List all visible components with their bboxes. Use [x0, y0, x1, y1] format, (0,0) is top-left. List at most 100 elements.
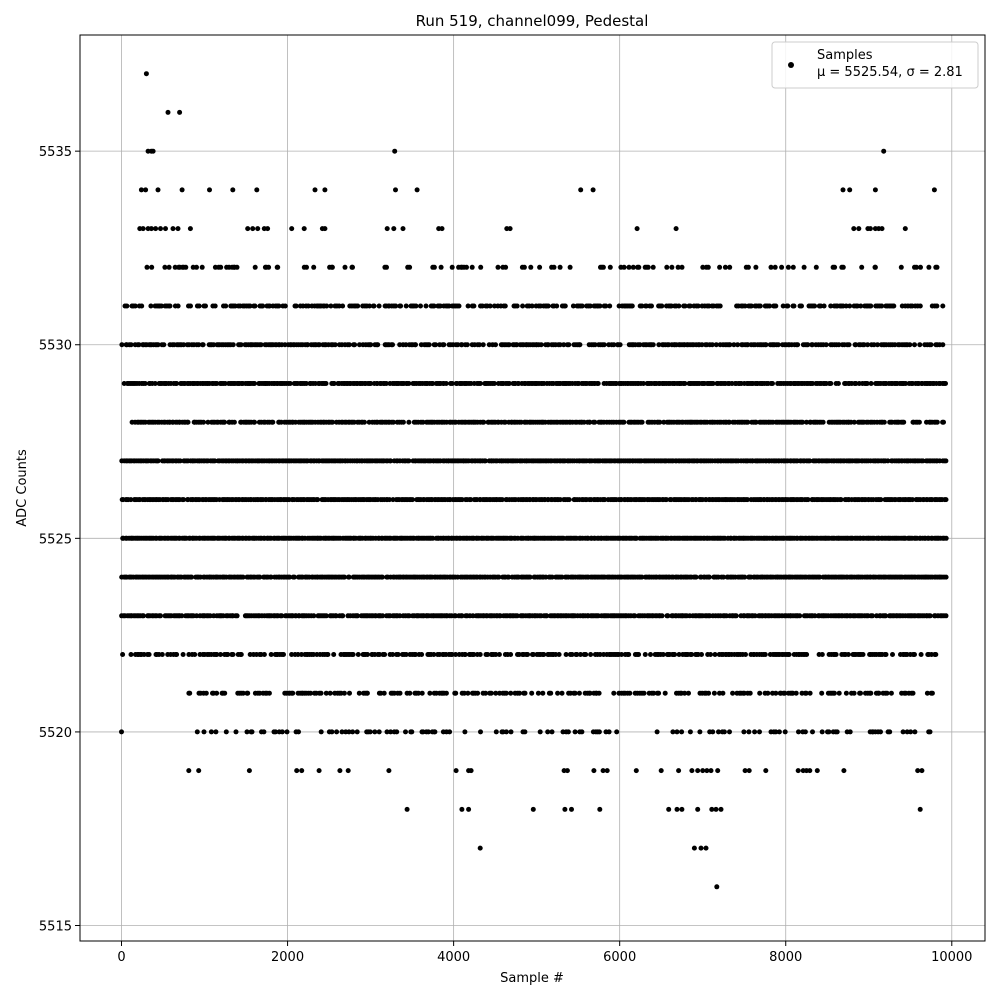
data-point [347, 690, 352, 696]
data-point [597, 652, 603, 657]
data-point [865, 342, 871, 348]
data-point [432, 729, 438, 735]
data-point [331, 652, 337, 657]
data-point [841, 768, 847, 774]
data-point [170, 226, 176, 232]
data-point [196, 303, 202, 309]
data-point [468, 768, 474, 774]
data-point [666, 806, 672, 812]
data-point [872, 187, 878, 193]
data-point [535, 690, 541, 696]
data-point [633, 535, 639, 541]
data-point [240, 690, 246, 696]
data-point [350, 652, 356, 657]
data-point [447, 729, 453, 735]
data-point [478, 264, 484, 270]
data-point [462, 652, 468, 657]
data-point [471, 652, 477, 657]
data-point [670, 729, 676, 735]
data-point [819, 729, 825, 735]
x-tick-label: 2000 [271, 950, 304, 965]
data-point [522, 690, 528, 696]
data-point [128, 497, 134, 503]
data-point [695, 806, 701, 812]
data-point [856, 226, 862, 232]
data-point [311, 613, 317, 619]
data-point [443, 690, 449, 696]
data-point [888, 690, 894, 696]
data-point [406, 613, 412, 619]
data-point [502, 419, 508, 425]
data-point [346, 342, 352, 348]
data-point [569, 806, 574, 812]
data-point [345, 768, 351, 774]
data-point [158, 226, 163, 232]
data-point [430, 535, 436, 541]
data-point [499, 497, 505, 503]
data-point [587, 690, 593, 696]
data-point [659, 613, 665, 619]
data-point [757, 729, 762, 735]
data-point [483, 690, 488, 696]
data-point [537, 729, 543, 735]
data-point [913, 264, 919, 270]
data-point [238, 342, 244, 348]
data-point [859, 264, 865, 270]
data-point [406, 419, 412, 425]
data-point [574, 652, 580, 657]
data-point [868, 381, 874, 386]
data-point [708, 652, 713, 657]
data-point [819, 690, 825, 696]
data-point [325, 652, 331, 657]
data-point [812, 613, 818, 619]
data-point [223, 729, 229, 735]
data-point [407, 690, 413, 696]
data-point [731, 342, 737, 348]
data-point [414, 187, 420, 193]
data-point [927, 729, 933, 735]
data-point [234, 613, 240, 619]
data-point [407, 264, 413, 270]
data-point [864, 381, 870, 386]
data-point [419, 690, 425, 696]
data-point [773, 690, 779, 696]
data-point [529, 303, 535, 309]
data-point [721, 729, 727, 735]
data-point [587, 419, 593, 425]
data-point [551, 264, 557, 270]
data-point [177, 109, 183, 115]
data-point [312, 187, 318, 193]
data-point [687, 303, 693, 309]
data-point [645, 264, 651, 270]
data-point [175, 226, 181, 232]
data-point [181, 342, 187, 348]
x-tick-label: 10000 [931, 950, 972, 965]
data-point [179, 187, 185, 193]
data-point [187, 690, 193, 696]
data-point [455, 342, 461, 348]
data-point [682, 690, 688, 696]
data-point [194, 264, 199, 270]
data-point [715, 768, 721, 774]
data-point [714, 884, 720, 890]
data-point [581, 419, 587, 425]
data-point [699, 652, 704, 657]
data-point [555, 690, 561, 696]
data-point [881, 419, 887, 425]
data-point [477, 652, 483, 657]
data-point [569, 652, 575, 657]
data-point [480, 342, 486, 348]
data-point [430, 381, 436, 386]
data-point [187, 226, 193, 232]
data-point [207, 613, 213, 619]
data-point [465, 690, 471, 696]
data-point [456, 303, 462, 309]
data-point [177, 458, 183, 464]
data-point [554, 303, 560, 309]
data-point [867, 226, 873, 232]
data-point [478, 729, 483, 735]
data-point [743, 652, 748, 657]
y-tick-label: 5535 [39, 145, 72, 160]
data-point [722, 264, 728, 270]
data-point [214, 652, 220, 657]
